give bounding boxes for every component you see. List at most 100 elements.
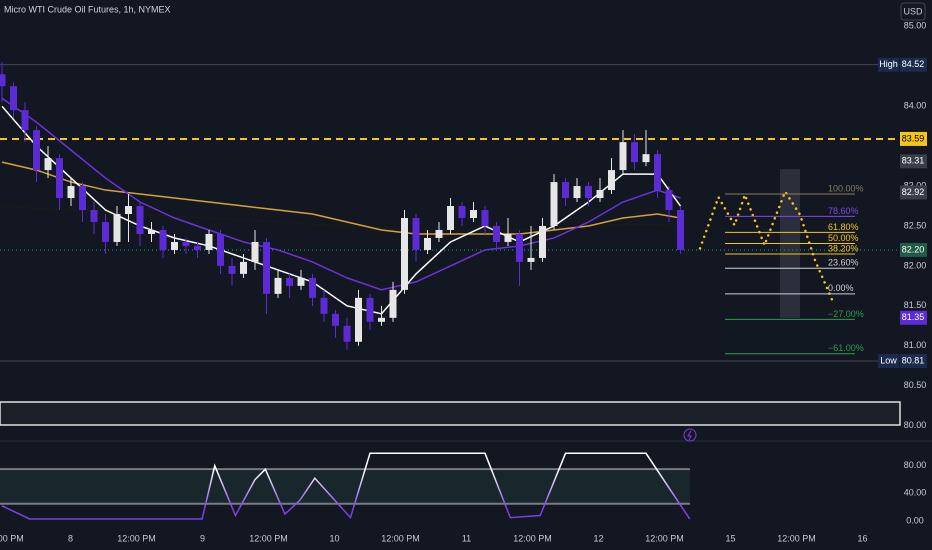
candle-body <box>251 241 259 262</box>
candle-body <box>309 277 316 298</box>
candle-body <box>182 241 190 246</box>
candle-body <box>458 206 466 219</box>
candle-body <box>424 237 431 250</box>
price-label: 82.20 <box>902 244 925 254</box>
candle-body <box>113 214 121 242</box>
candle-body <box>90 210 98 222</box>
x-tick-label: 12:00 PM <box>117 533 156 543</box>
price-label-box <box>900 242 927 257</box>
candle-body <box>332 313 339 326</box>
price-label-box <box>900 131 927 146</box>
x-tick-label: 12:00 PM <box>0 533 24 543</box>
moving-average <box>1 97 681 291</box>
candle-body <box>493 225 500 242</box>
candle-body <box>631 142 638 163</box>
price-label-box <box>900 154 927 169</box>
candle-body <box>585 186 592 199</box>
candle-body <box>228 265 236 274</box>
candle-body <box>102 221 109 242</box>
fib-label: 23.60% <box>828 258 859 268</box>
candle-body <box>677 210 684 250</box>
candle-body <box>217 233 224 266</box>
candle-body <box>44 158 52 171</box>
x-tick-label: 12:00 PM <box>645 533 684 543</box>
price-label: 81.35 <box>902 312 925 322</box>
price-label-tag <box>878 353 899 368</box>
fib-label: −27.00% <box>828 309 864 319</box>
candle-body <box>504 233 512 242</box>
candle-body <box>240 261 247 274</box>
candle-body <box>205 233 213 250</box>
price-axis: 80.00 80.50 81.00 81.50 82.00 82.50 83.00 84.00… <box>878 21 927 430</box>
candle-body <box>550 182 558 226</box>
candle-body <box>263 241 270 294</box>
price-label-name: Low <box>880 355 897 365</box>
x-tick-label: 12 <box>593 533 603 543</box>
x-tick-label: 12:00 PM <box>513 533 552 543</box>
y-tick-label: 80.00 <box>904 420 927 430</box>
price-label: 83.59 <box>902 133 925 143</box>
y-tick-label: 80.50 <box>904 380 927 390</box>
candle-body <box>21 110 29 131</box>
candle-body <box>320 297 328 314</box>
x-tick-label: 10 <box>329 533 339 543</box>
candle-body <box>10 86 17 111</box>
osc-band <box>0 469 690 504</box>
chart-title: Micro WTI Crude Oil Futures, 1h, NYMEX <box>4 4 171 14</box>
candle-body <box>0 74 6 87</box>
indicator-band <box>0 401 901 426</box>
price-label-box <box>900 353 927 368</box>
candle-body <box>447 206 454 230</box>
event-icon-bolt <box>687 430 692 441</box>
candle-body <box>608 170 615 191</box>
y-tick-label: 82.00 <box>904 260 927 270</box>
candle-body <box>56 158 63 199</box>
fib-label: −61.00% <box>828 343 864 353</box>
y-tick-label: 82.50 <box>904 220 927 230</box>
fib-label: 78.60% <box>828 206 859 216</box>
price-label-box <box>900 57 927 72</box>
candle-body <box>355 297 362 342</box>
osc-tick-label: 80.00 <box>904 460 927 470</box>
price-label: 82.92 <box>902 187 925 197</box>
price-label-box <box>900 185 927 200</box>
candle-body <box>573 186 581 199</box>
event-icon[interactable] <box>683 428 697 442</box>
candle-body <box>470 210 477 219</box>
fib-label: 100.00% <box>828 183 864 193</box>
y-tick-label: 84.00 <box>904 101 927 111</box>
candle-body <box>619 142 627 171</box>
candle-body <box>67 186 75 199</box>
currency[interactable]: USD <box>903 6 923 16</box>
x-tick-label: 15 <box>725 533 735 543</box>
candle-body <box>33 130 40 171</box>
candle-body <box>378 317 385 322</box>
fib-label: 0.00% <box>828 283 854 293</box>
candle-body <box>642 154 650 163</box>
price-label: 80.81 <box>902 355 925 365</box>
osc-tick-label: 0.00 <box>906 515 924 525</box>
y-tick-label: 81.50 <box>904 300 927 310</box>
price-label-name: High <box>879 59 898 69</box>
x-tick-label: 11 <box>462 533 471 543</box>
y-tick-label: 81.00 <box>904 340 927 350</box>
plot-area: 100.00% 78.60% 61.80%50.00%38.20% 23.60% 0.0… <box>0 62 900 362</box>
x-tick-label: 9 <box>200 533 205 543</box>
y-tick-label: 83.00 <box>904 180 927 190</box>
currency-button[interactable] <box>900 2 926 21</box>
candle-body <box>148 229 155 234</box>
candle-body <box>527 257 535 262</box>
x-tick-label: 12:00 PM <box>381 533 420 543</box>
candle-body <box>654 154 661 191</box>
candle-body <box>79 186 86 211</box>
candle-body <box>366 297 374 322</box>
candle-body <box>596 190 604 199</box>
candle-body <box>136 206 144 234</box>
candle-body <box>125 206 132 215</box>
y-tick-label: 85.00 <box>904 21 927 31</box>
candle-body <box>665 190 673 211</box>
candle-body <box>389 289 397 318</box>
oscillator-panel: 80.00 40.00 0.00 <box>0 452 927 525</box>
